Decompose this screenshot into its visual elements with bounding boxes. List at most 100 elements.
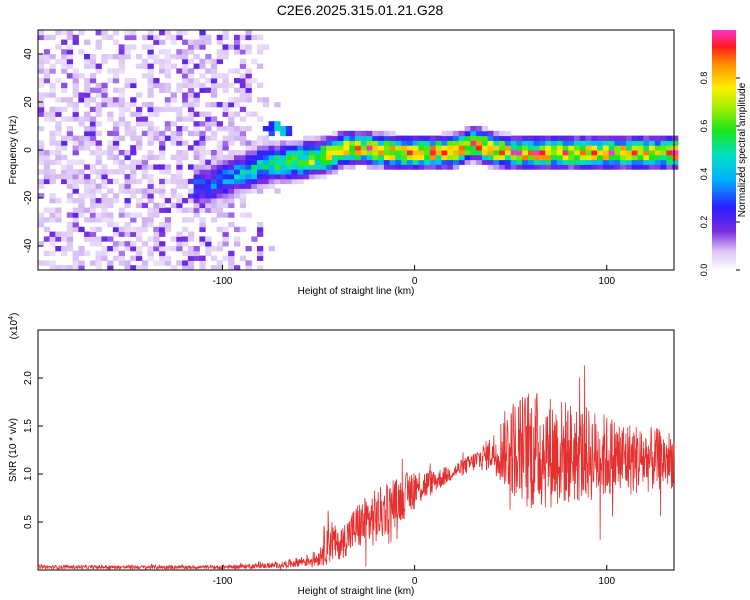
spectrogram-cell [297, 145, 304, 151]
spectrogram-cell [124, 154, 131, 161]
spectrogram-cell [579, 164, 587, 170]
spectrogram-cell [107, 188, 114, 194]
spectrogram-cell [38, 30, 45, 36]
spectrogram-cell [170, 63, 177, 69]
spectrogram-cell [124, 130, 131, 137]
spectrogram-cell [268, 183, 275, 189]
spectrogram-cell [130, 188, 137, 194]
spectrogram-cell [182, 150, 189, 156]
spectrogram-cell [245, 164, 252, 170]
spectrogram-cell [176, 82, 183, 89]
spectrogram-cell [130, 111, 137, 117]
spectrogram-cell [228, 116, 235, 122]
spectrogram-cell [43, 217, 51, 223]
spectrogram-cell [49, 207, 56, 213]
spectrogram-cell [545, 159, 552, 165]
spectrogram-cell [164, 121, 172, 127]
spectrogram-cell [245, 260, 252, 266]
spectrogram-cell [654, 150, 662, 156]
spectrogram-cell [257, 222, 264, 228]
spectrogram-cell [136, 159, 143, 165]
spectrogram-cell [147, 135, 154, 141]
spectrogram-cell [182, 183, 189, 189]
spectrogram-cell [124, 202, 131, 209]
spectrogram-cell [285, 178, 293, 185]
spectrogram-cell [107, 178, 114, 185]
spectrogram-cell [262, 150, 270, 156]
spectrogram-cell [337, 150, 344, 156]
spectrogram-cell [49, 174, 56, 180]
spectrogram-cell [239, 82, 247, 89]
spectrogram-cell [533, 140, 540, 146]
spectrogram-cell [101, 250, 108, 257]
spectrogram-cell [176, 68, 183, 74]
spectrogram-cell [626, 159, 633, 165]
spectrogram-cell [147, 54, 154, 60]
spectrogram-cell [308, 174, 316, 180]
spectrogram-cell [164, 58, 172, 65]
spectrogram-cell [176, 236, 183, 242]
spectrogram-cell [666, 159, 673, 165]
spectrogram-cell [412, 140, 419, 146]
spectrogram-cell [159, 87, 166, 93]
spectrogram-cell [510, 150, 517, 156]
spectrogram-cell [672, 145, 679, 151]
spectrogram-cell [61, 174, 68, 180]
spectrogram-cell [193, 188, 200, 194]
spectrogram-cell [389, 140, 396, 146]
spectrogram-cell [193, 92, 200, 98]
spectrogram-cell [118, 159, 125, 165]
spectrogram-cell [245, 87, 252, 93]
spectrogram-cell [72, 92, 79, 98]
spectrogram-cell [199, 169, 206, 175]
spectrogram-cell [239, 106, 247, 113]
spectrogram-cell [262, 169, 270, 175]
spectrogram-cell [210, 174, 218, 180]
spectrogram-cell [130, 164, 137, 170]
spectrogram-cell [257, 116, 264, 122]
spectrogram-cell [216, 39, 223, 45]
spectrogram-cell [112, 39, 120, 45]
spectrogram-cell [49, 231, 56, 237]
spectrogram-cell [245, 82, 252, 89]
spectrogram-cell [84, 174, 91, 180]
spectrogram-cell [49, 116, 56, 122]
spectrogram-cell [602, 154, 610, 161]
spectrogram-cell [66, 231, 74, 237]
spectrogram-cell [38, 68, 45, 74]
spectrogram-cell [274, 145, 281, 151]
spectrogram-cell [366, 150, 373, 156]
spectrogram-cell [216, 73, 223, 79]
spectrogram-cell [268, 126, 275, 132]
spectrogram-cell [43, 34, 51, 41]
spectrogram-cell [291, 145, 298, 151]
spectrogram-cell [84, 207, 91, 213]
spectrogram-cell [199, 145, 206, 151]
spectrogram-cell [147, 236, 154, 242]
spectrogram-cell [95, 102, 102, 108]
spectrogram-cell [61, 54, 68, 60]
spectrogram-cell [366, 140, 373, 146]
spectrogram-cell [631, 150, 638, 156]
spectrogram-cell [78, 145, 85, 151]
spectrogram-cell [205, 54, 212, 60]
spectrogram-cell [222, 212, 229, 218]
spectrogram-cell [89, 164, 97, 170]
spectrogram-cell [187, 44, 195, 50]
spectrogram-cell [164, 226, 172, 233]
spectrogram-cell [170, 92, 177, 98]
spectrogram-cell [89, 126, 97, 132]
spectrogram-cell [199, 207, 206, 213]
spectrogram-cell [107, 202, 114, 209]
spectrogram-cell [643, 154, 650, 161]
colorbar-tick-label: 0.0 [699, 264, 709, 277]
spectrogram-cell [574, 159, 581, 165]
spectrogram-cell [130, 212, 137, 218]
spectrogram-cell [78, 250, 85, 257]
spectrogram-cell [193, 63, 200, 69]
spectrogram-cell [89, 193, 97, 199]
spectrogram-cell [159, 154, 166, 161]
spectrogram-cell [239, 212, 247, 218]
spectrogram-cell [205, 87, 212, 93]
spectrogram-cell [210, 183, 218, 189]
